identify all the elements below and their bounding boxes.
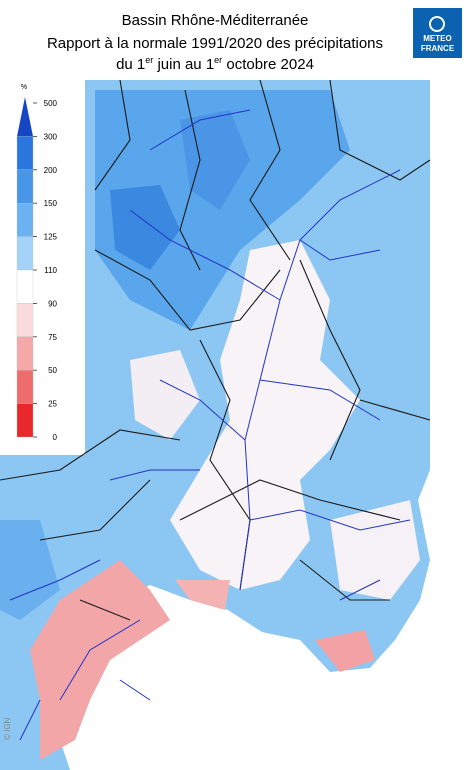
title-line: Rapport à la normale 1991/2020 des préci… — [47, 35, 383, 52]
legend-tick-label: 300 — [44, 132, 58, 141]
legend-tick-label: 110 — [44, 266, 57, 275]
legend-tick-label: 50 — [48, 366, 57, 375]
wet-zone — [95, 90, 350, 330]
legend-color — [16, 236, 34, 271]
legend: % 500 300 200 150 125 110 90 75 50 25 0 — [12, 82, 82, 442]
department-border — [0, 79, 431, 621]
legend-unit: % — [21, 84, 27, 91]
very-wet-zone — [180, 110, 250, 210]
normal-zone — [330, 500, 420, 600]
legend-tick-label: 125 — [44, 233, 58, 242]
superscript: er — [145, 55, 153, 65]
legend-tick-label: 75 — [48, 333, 57, 342]
period-text: octobre 2024 — [222, 56, 314, 73]
legend-tick-label: 200 — [44, 166, 58, 175]
logo-icon — [429, 16, 445, 32]
legend-color — [16, 370, 34, 404]
period: du 1er juin au 1er octobre 2024 — [116, 55, 314, 73]
legend-color — [16, 169, 34, 204]
dry-zone — [30, 560, 170, 760]
normal-zone — [170, 240, 360, 590]
legend-tick-label: 0 — [53, 433, 58, 442]
dry-zone — [315, 630, 375, 672]
legend-tick-label: 25 — [48, 400, 57, 409]
legend-color — [17, 97, 33, 137]
river — [9, 109, 411, 741]
period-text: juin au 1 — [153, 56, 214, 73]
legend-color — [16, 136, 34, 170]
very-wet-zone — [110, 185, 180, 270]
map — [0, 79, 431, 770]
legend-tick-label: 90 — [48, 299, 57, 308]
dry-zone — [175, 580, 230, 610]
legend-tick-label: 500 — [44, 99, 58, 108]
legend-color — [16, 303, 34, 337]
superscript: er — [214, 55, 222, 65]
logo-text: FRANCE — [421, 44, 455, 53]
credit: © IGN — [3, 717, 12, 740]
wet-zone — [0, 520, 60, 620]
legend-color — [16, 269, 34, 304]
legend-color — [16, 336, 34, 371]
title-line: Bassin Rhône-Méditerranée — [122, 12, 309, 29]
logo-text: METEO — [423, 34, 451, 43]
legend-color — [16, 403, 34, 438]
legend-tick-label: 150 — [44, 199, 58, 208]
period-text: du 1 — [116, 56, 145, 73]
normal-zone — [130, 350, 200, 440]
legend-color — [16, 203, 34, 237]
